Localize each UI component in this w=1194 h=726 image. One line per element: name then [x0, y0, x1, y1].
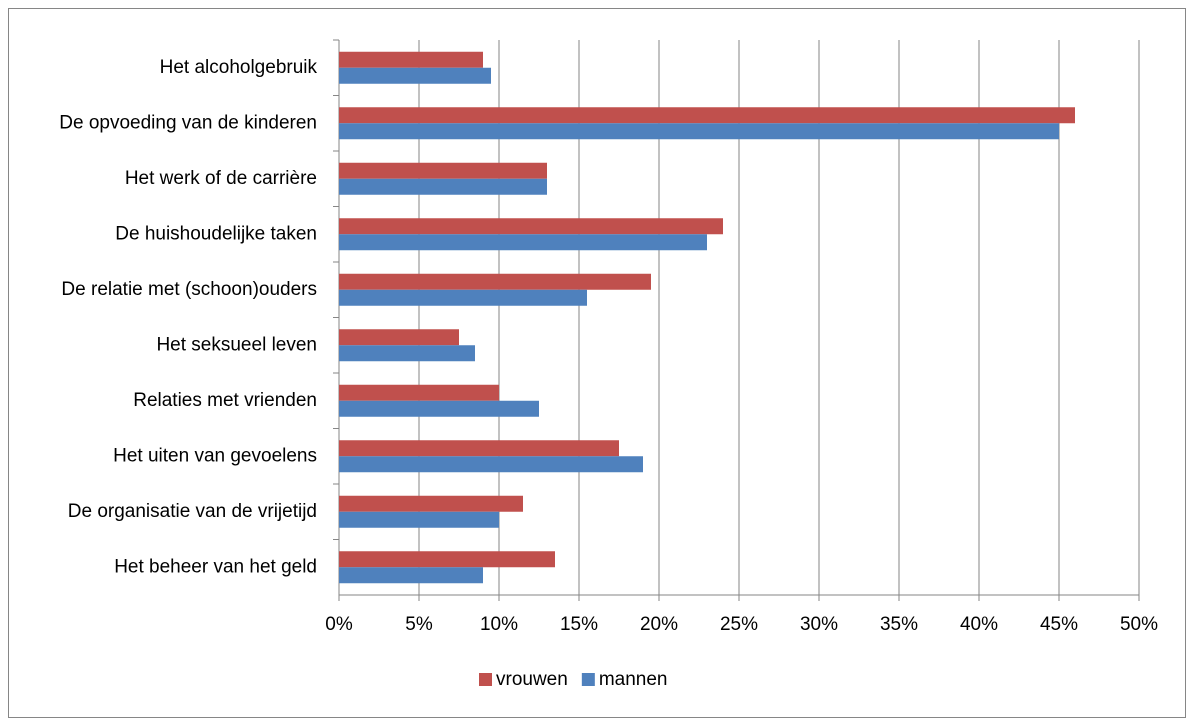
- x-tick-label: 5%: [405, 614, 433, 635]
- y-tick-label: Het beheer van het geld: [114, 556, 317, 577]
- bar: [339, 273, 651, 290]
- x-tick-label: 50%: [1120, 614, 1158, 635]
- bar: [339, 162, 547, 179]
- x-tick-label: 35%: [880, 614, 918, 635]
- x-tick-label: 25%: [720, 614, 758, 635]
- bar: [339, 178, 547, 195]
- bar: [339, 289, 587, 306]
- legend-label: vrouwen: [496, 669, 568, 690]
- bar: [339, 495, 523, 512]
- x-tick-label: 20%: [640, 614, 678, 635]
- y-tick-label: De huishoudelijke taken: [115, 223, 317, 244]
- x-tick-label: 30%: [800, 614, 838, 635]
- y-tick-label: De relatie met (schoon)ouders: [61, 279, 317, 300]
- bar: [339, 329, 459, 346]
- legend-swatch: [581, 673, 595, 686]
- bar: [339, 107, 1075, 124]
- x-tick-label: 10%: [480, 614, 518, 635]
- bar: [339, 511, 499, 528]
- y-tick-label: Het seksueel leven: [156, 334, 317, 355]
- bar: [339, 218, 723, 235]
- y-tick-label: De opvoeding van de kinderen: [59, 112, 317, 133]
- legend-label: mannen: [599, 669, 668, 690]
- x-tick-label: 45%: [1040, 614, 1078, 635]
- x-tick-label: 0%: [325, 614, 353, 635]
- bar: [339, 456, 643, 473]
- bar: [339, 67, 491, 84]
- bar: [339, 345, 475, 362]
- y-tick-label: De organisatie van de vrijetijd: [68, 501, 317, 522]
- legend-swatch: [479, 673, 492, 686]
- y-tick-label: Het alcoholgebruik: [160, 57, 318, 78]
- bar: [339, 51, 483, 68]
- bar: [339, 400, 539, 417]
- x-tick-label: 40%: [960, 614, 998, 635]
- x-tick-label: 15%: [560, 614, 598, 635]
- bar: [339, 123, 1059, 140]
- y-tick-label: Het werk of de carrière: [125, 168, 317, 189]
- bar: [339, 551, 555, 568]
- bar: [339, 440, 619, 457]
- y-tick-label: Relaties met vrienden: [133, 390, 317, 411]
- bar: [339, 384, 499, 401]
- bar: [339, 567, 483, 584]
- bar: [339, 234, 707, 251]
- y-tick-label: Het uiten van gevoelens: [113, 445, 317, 466]
